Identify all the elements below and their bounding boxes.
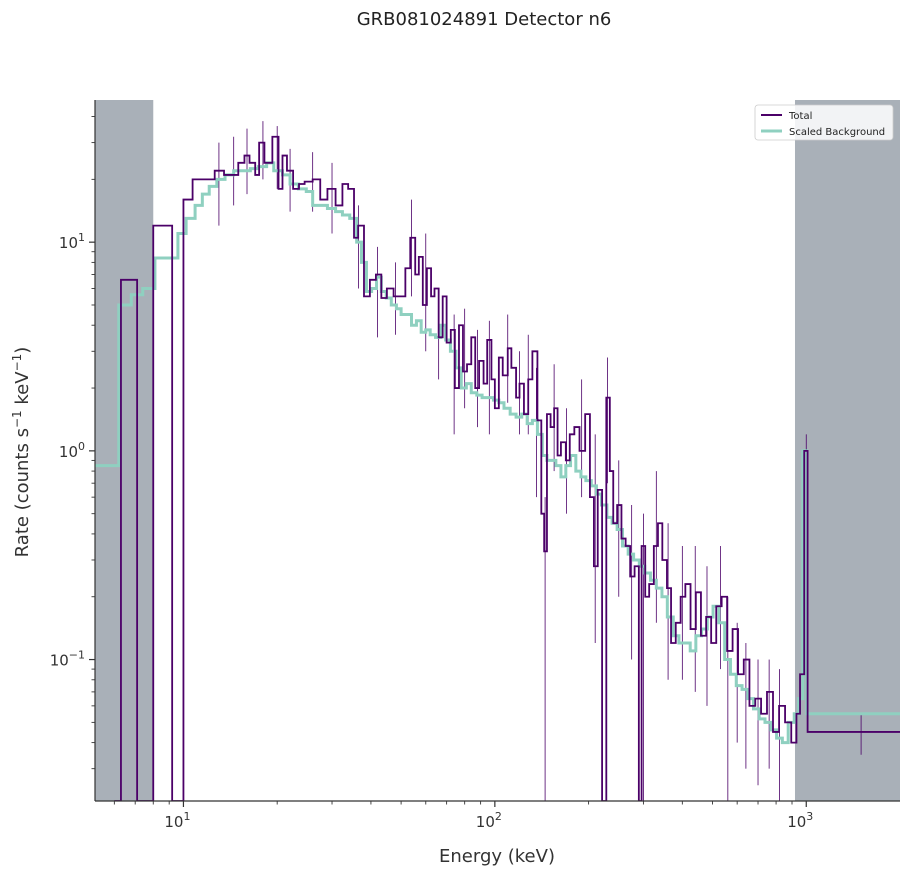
- y-axis-label-exp-2: −1: [10, 354, 24, 372]
- ticks: 101 102 103 10−1 100 101: [50, 116, 813, 831]
- series-lines: [95, 135, 900, 801]
- x-axis-label: Energy (keV): [439, 846, 555, 867]
- y-tick-label-2: 101: [59, 231, 85, 252]
- series-background-line: [95, 161, 900, 745]
- y-axis-label-prefix: Rate (counts s: [12, 428, 33, 557]
- y-axis-label-suffix: ): [12, 347, 33, 354]
- y-axis-label-exp: −1: [10, 410, 24, 428]
- y-axis-label-mid: keV: [12, 371, 33, 411]
- series-total-line: [114, 135, 900, 801]
- y-axis-label: Rate (counts s−1 keV−1): [10, 347, 33, 558]
- legend: Total Scaled Background: [754, 104, 894, 141]
- chart-title: GRB081024891 Detector n6: [357, 9, 612, 30]
- excluded-region-1: [794, 100, 900, 801]
- legend-label-total: Total: [788, 111, 812, 122]
- y-tick-label-0: 10−1: [50, 649, 85, 670]
- legend-box: [754, 104, 894, 141]
- excluded-regions: [95, 100, 900, 801]
- x-tick-label-0: 101: [164, 810, 190, 831]
- y-tick-label-1: 100: [59, 440, 85, 461]
- x-tick-label-2: 103: [787, 810, 813, 831]
- excluded-region-0: [95, 100, 154, 801]
- error-bars: [218, 121, 862, 801]
- x-tick-label-1: 102: [476, 810, 502, 831]
- legend-label-background: Scaled Background: [789, 127, 885, 138]
